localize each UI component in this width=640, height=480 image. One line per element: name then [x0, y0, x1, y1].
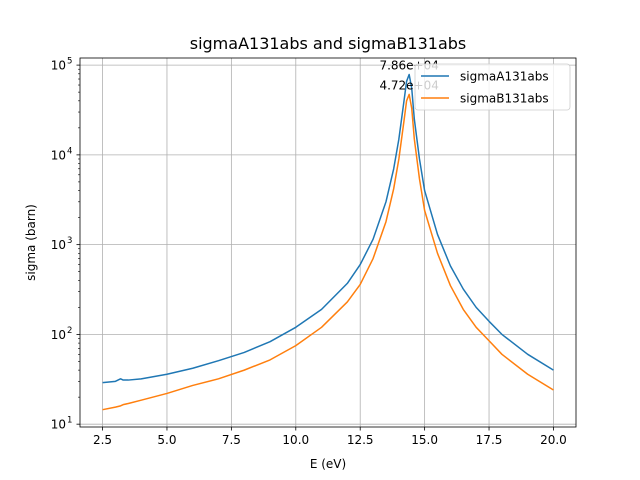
series-line-sigmaA131abs: [102, 73, 554, 384]
legend: sigmaA131abs sigmaB131abs: [414, 63, 571, 111]
series-layer: [102, 73, 554, 411]
legend-label: sigmaB131abs: [460, 92, 549, 106]
x-tick-label: 12.5: [347, 433, 374, 447]
y-tick-exponent: 3: [67, 236, 72, 246]
legend-label: sigmaA131abs: [460, 70, 549, 84]
x-tick-label: 7.5: [222, 433, 241, 447]
x-tick-label: 15.0: [411, 433, 438, 447]
chart-title: sigmaA131abs and sigmaB131abs: [190, 34, 467, 53]
y-tick-label: 10: [51, 418, 66, 432]
y-tick-label: 10: [51, 59, 66, 73]
x-ticks: 2.5 5.0 7.5 10.0 12.5 15.0 17.5 20.0: [93, 427, 567, 447]
x-tick-label: 17.5: [476, 433, 503, 447]
x-tick-label: 10.0: [282, 433, 309, 447]
legend-box: [414, 63, 571, 111]
plot-frame: [79, 57, 577, 428]
grid: [80, 58, 576, 427]
y-tick-exponent: 4: [67, 146, 72, 156]
x-tick-label: 2.5: [93, 433, 112, 447]
x-axis-label: E (eV): [310, 457, 346, 471]
y-tick-exponent: 2: [67, 326, 72, 336]
y-axis-label: sigma (barn): [24, 204, 38, 281]
series-line-sigmaB131abs: [102, 93, 554, 411]
x-tick-label: 5.0: [157, 433, 176, 447]
y-tick-exponent: 1: [67, 416, 72, 426]
x-tick-label: 20.0: [540, 433, 567, 447]
y-tick-label: 10: [51, 328, 66, 342]
y-tick-label: 10: [51, 238, 66, 252]
y-tick-exponent: 5: [67, 57, 72, 67]
y-tick-label: 10: [51, 148, 66, 162]
plot-area: [80, 58, 576, 427]
